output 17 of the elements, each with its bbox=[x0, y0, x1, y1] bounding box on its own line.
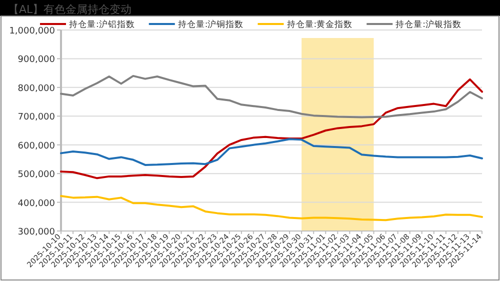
line-series bbox=[60, 74, 483, 118]
y-tick-label: 700,000 bbox=[18, 112, 56, 123]
chart-title: 【AL】有色金属持仓变动 bbox=[8, 3, 132, 16]
y-tick-label: 800,000 bbox=[18, 84, 56, 94]
y-tick-label: 600,000 bbox=[18, 141, 56, 152]
y-tick-label: 400,000 bbox=[18, 198, 56, 209]
legend-label: 持仓量:沪铝指数 bbox=[69, 19, 135, 30]
line-series bbox=[60, 78, 483, 180]
legend-label: 持仓量:沪银指数 bbox=[396, 19, 462, 30]
line-series bbox=[60, 194, 483, 222]
y-tick-label: 900,000 bbox=[18, 55, 56, 66]
legend-label: 持仓量:沪铜指数 bbox=[178, 19, 244, 30]
y-tick-label: 300,000 bbox=[18, 228, 56, 238]
y-tick-label: 1,000,000 bbox=[9, 26, 56, 36]
line-series bbox=[60, 138, 483, 166]
legend-label: 持仓量:黄金指数 bbox=[286, 19, 353, 30]
y-tick-label: 500,000 bbox=[18, 170, 56, 180]
